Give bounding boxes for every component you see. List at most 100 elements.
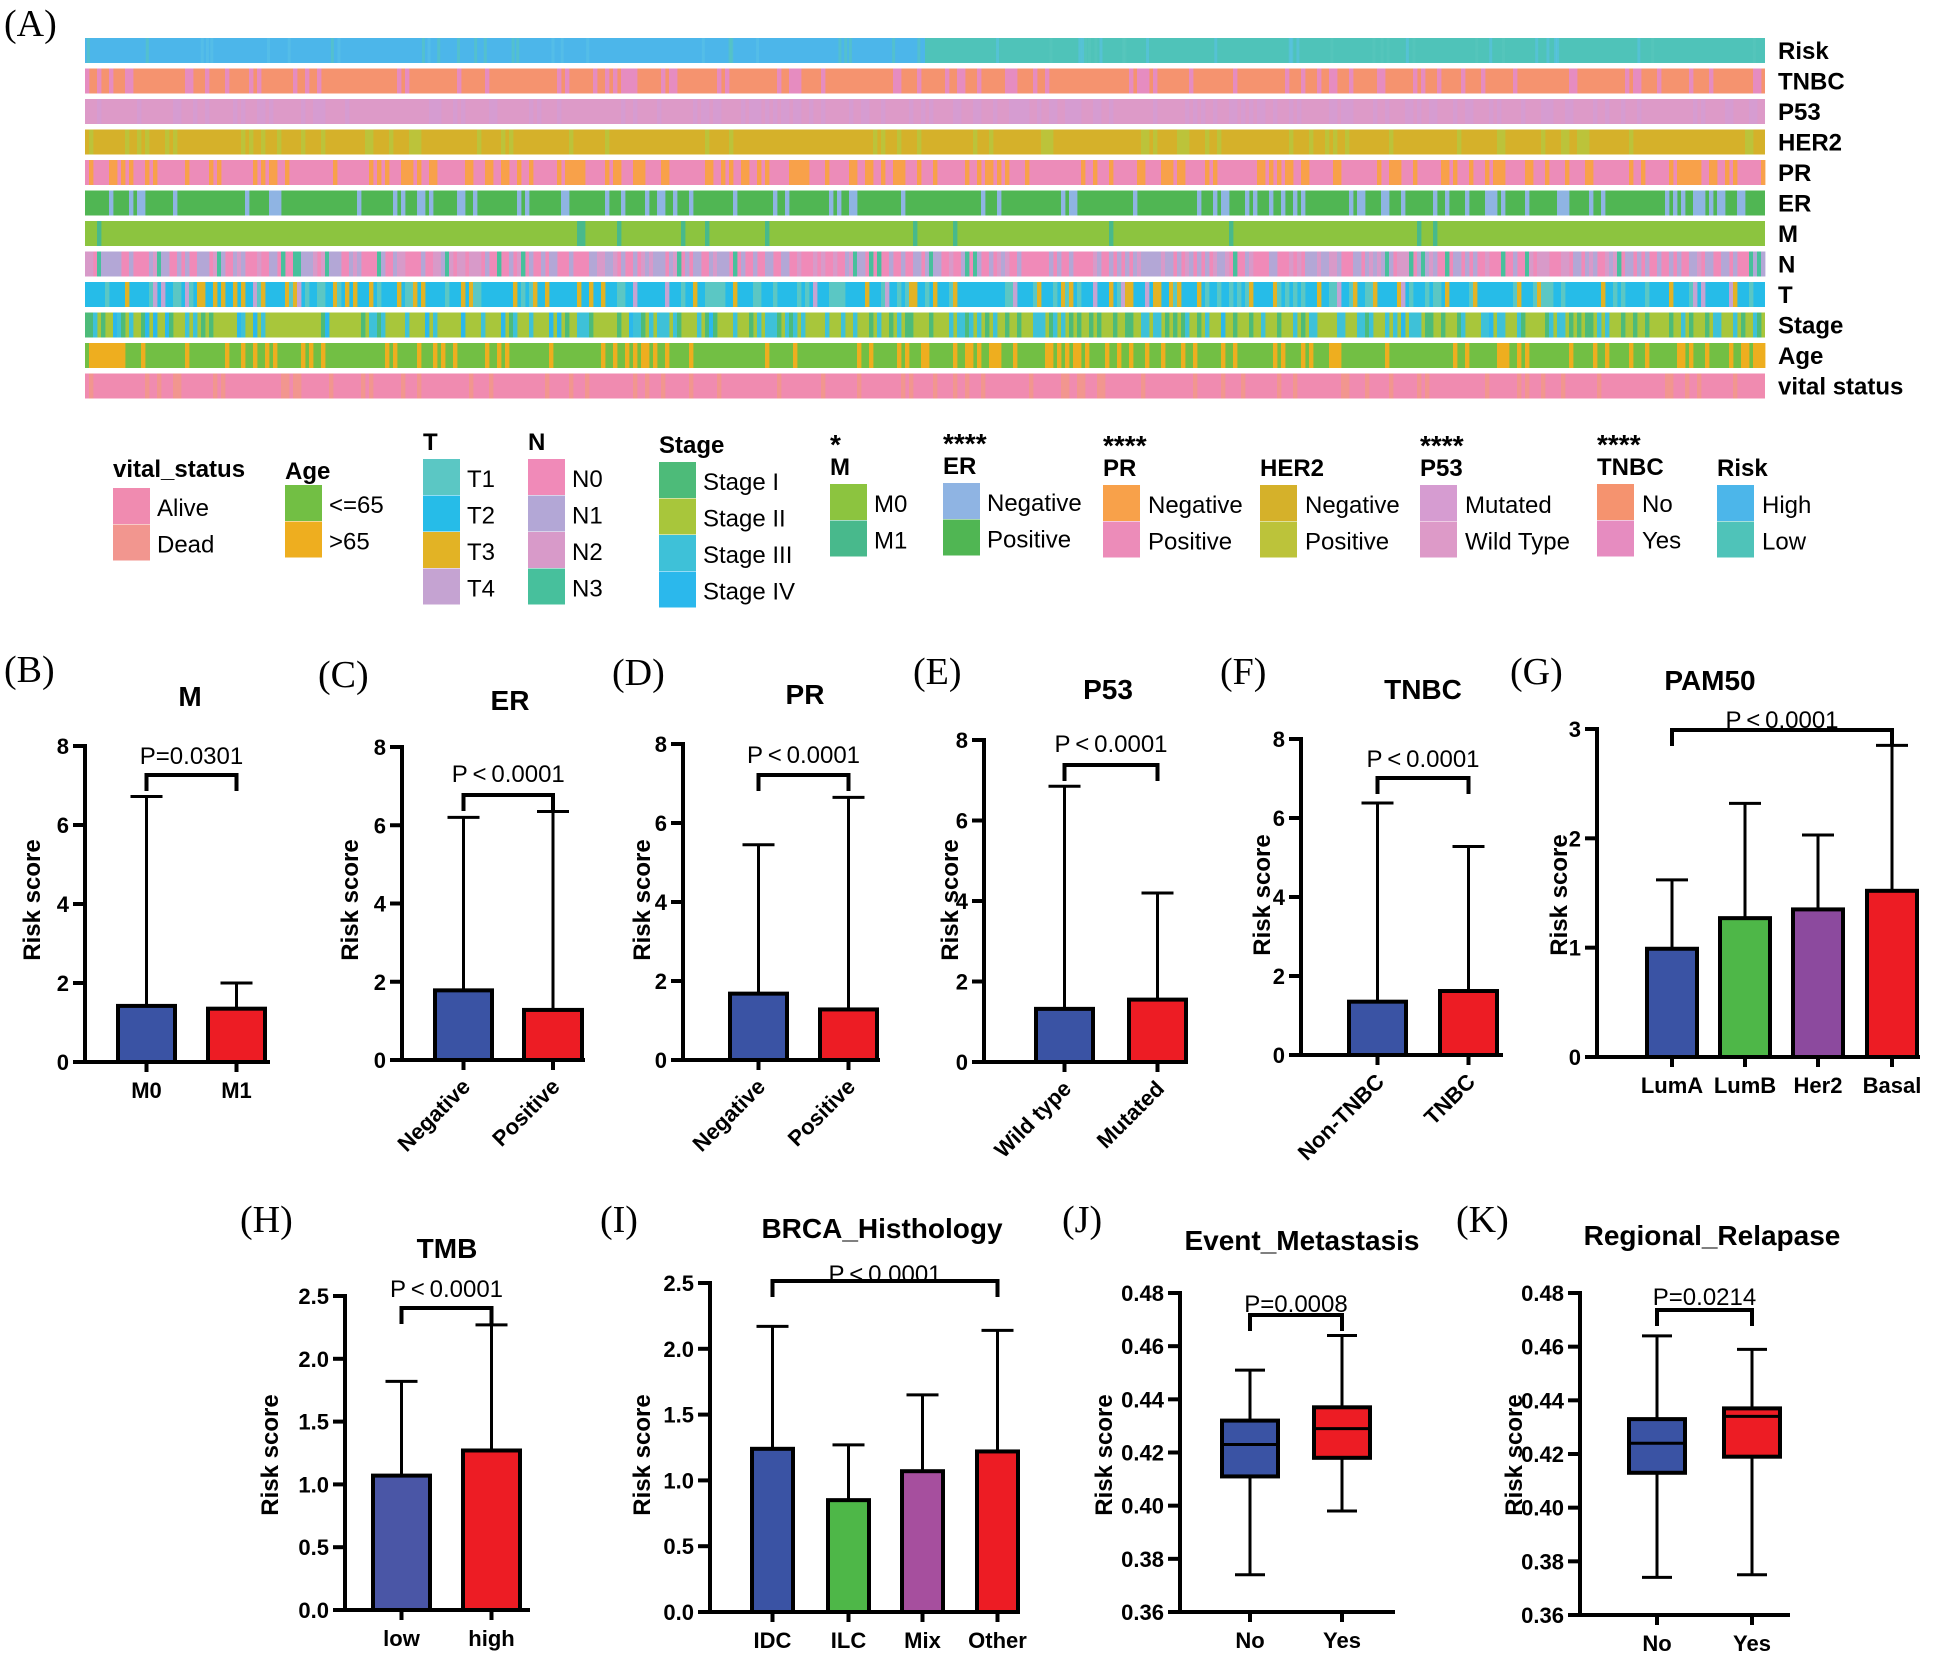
heatmap-cell [1409, 312, 1414, 338]
y-tick-label: 6 [374, 813, 386, 838]
heatmap-cell [557, 68, 562, 94]
heatmap-row-stage [85, 312, 1765, 338]
heatmap-cell [1189, 251, 1194, 277]
heatmap-cell [1214, 38, 1218, 63]
heatmap-cell [277, 129, 282, 155]
heatmap-cell [1361, 312, 1366, 338]
heatmap-row-bg-her2 [85, 129, 1765, 155]
heatmap-cell [1413, 312, 1418, 338]
heatmap-cell [1061, 282, 1066, 307]
heatmap-cell [497, 343, 502, 368]
heatmap-cell [377, 282, 382, 307]
heatmap-cell [1709, 251, 1714, 277]
heatmap-cell [1241, 373, 1246, 399]
heatmap-cell [213, 251, 218, 277]
heatmap-cell [109, 68, 114, 94]
heatmap-cell [1689, 68, 1694, 94]
heatmap-cell [1181, 343, 1186, 368]
bar-negative [728, 991, 789, 1063]
heatmap-cell [529, 99, 534, 124]
heatmap-cell [517, 190, 522, 216]
heatmap-cell [1673, 190, 1678, 216]
heatmap-cell [657, 99, 662, 124]
heatmap-cell [713, 282, 718, 307]
heatmap-cell [461, 99, 466, 124]
legend-significance-star: **** [1597, 429, 1641, 460]
box-no [1220, 1418, 1280, 1479]
heatmap-cell [513, 312, 518, 338]
heatmap-cell [1405, 38, 1409, 63]
heatmap-cell [645, 251, 650, 277]
heatmap-cell [1145, 282, 1150, 307]
y-axis-label: Risk score [1546, 834, 1573, 955]
heatmap-cell [1177, 160, 1182, 185]
heatmap-cell [1645, 312, 1650, 338]
y-tick-label: 0.0 [663, 1600, 694, 1625]
heatmap-cell [517, 160, 522, 185]
legend-title: HER2 [1260, 455, 1324, 482]
heatmap-cell [427, 38, 431, 63]
heatmap-cell [1009, 282, 1014, 307]
legend-label: Wild Type [1465, 529, 1570, 556]
heatmap-cell [417, 373, 422, 399]
heatmap-cell [267, 38, 271, 63]
legend-swatch [659, 462, 696, 498]
heatmap-cell [113, 312, 118, 338]
heatmap-cell [673, 68, 678, 94]
heatmap-cell [1121, 282, 1126, 307]
heatmap-cell [325, 312, 330, 338]
heatmap-cell [1069, 251, 1074, 277]
heatmap-cell [1025, 160, 1030, 185]
heatmap-cell [513, 282, 518, 307]
heatmap-cell [1389, 129, 1394, 155]
heatmap-row-bg-vital-status [85, 373, 1765, 399]
heatmap-cell [1717, 312, 1722, 338]
heatmap-cell [705, 221, 710, 246]
heatmap-cell [253, 343, 258, 368]
heatmap-cell [1017, 312, 1022, 338]
legend-label: M1 [874, 528, 907, 555]
heatmap-cell [1057, 251, 1062, 277]
heatmap-cell [1277, 373, 1282, 399]
heatmap-cell [549, 251, 554, 277]
heatmap-cell [505, 160, 510, 185]
heatmap-cell [1229, 99, 1234, 124]
heatmap-cell [645, 190, 650, 216]
heatmap-cell [89, 343, 94, 368]
heatmap-row-m [85, 221, 1765, 246]
heatmap-cell [377, 312, 382, 338]
legend-swatch [943, 519, 980, 556]
heatmap-cell [1601, 282, 1606, 307]
heatmap-cell [1145, 343, 1150, 368]
heatmap-cell [733, 312, 738, 338]
heatmap-cell [1589, 190, 1594, 216]
y-tick-label: 3 [1569, 717, 1581, 742]
heatmap-cell [1085, 343, 1090, 368]
heatmap-cell [1025, 99, 1030, 124]
heatmap-cell [1637, 99, 1642, 124]
heatmap-cell [1146, 38, 1150, 63]
y-tick-label: 8 [655, 732, 667, 757]
heatmap-cell [1521, 312, 1526, 338]
heatmap-cell [645, 373, 650, 399]
chart-title: Regional_Relapase [1584, 1220, 1841, 1251]
heatmap-cell [1141, 160, 1146, 185]
heatmap-cell [713, 251, 718, 277]
heatmap-cell [1029, 373, 1034, 399]
heatmap-cell [509, 251, 514, 277]
heatmap-cell [517, 251, 522, 277]
heatmap-cell [1369, 251, 1374, 277]
heatmap-cell [1389, 251, 1394, 277]
heatmap-cell [1249, 251, 1254, 277]
heatmap-cell [661, 160, 666, 185]
heatmap-cell [1021, 99, 1026, 124]
heatmap-cell [481, 312, 486, 338]
heatmap-cell [653, 343, 658, 368]
heatmap-cell [801, 312, 806, 338]
heatmap-cell [989, 160, 994, 185]
heatmap-cell [1257, 99, 1262, 124]
heatmap-cell [1285, 160, 1290, 185]
heatmap-cell [337, 38, 341, 63]
heatmap-cell [1161, 251, 1166, 277]
